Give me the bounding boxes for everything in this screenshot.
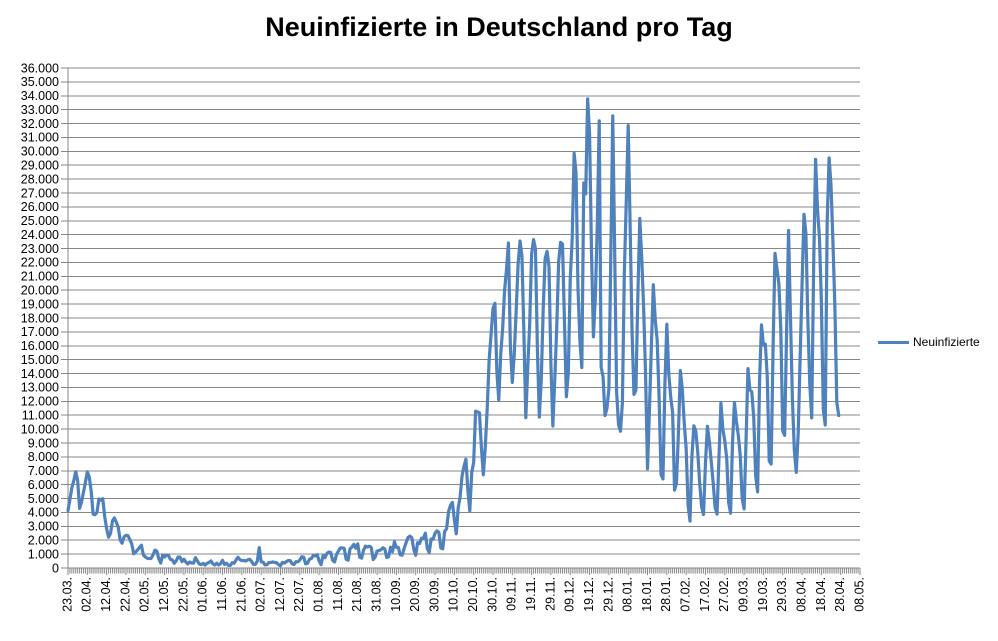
x-tick-label: 12.05.: [157, 577, 171, 612]
x-tick-label: 20.09.: [408, 577, 422, 612]
chart-legend: Neuinfizierte: [878, 334, 980, 350]
y-tick-label: 26.000: [21, 200, 59, 214]
y-tick-label: 7.000: [28, 464, 59, 478]
x-tick-label: 28.01.: [659, 577, 673, 612]
y-tick-label: 14.000: [21, 367, 59, 381]
x-tick-label: 21.06.: [234, 577, 248, 612]
y-tick-label: 0: [52, 561, 59, 575]
y-tick-label: 17.000: [21, 325, 59, 339]
x-tick-label: 28.04.: [833, 577, 847, 612]
x-tick-label: 12.07.: [273, 577, 287, 612]
x-tick-label: 02.05.: [138, 577, 152, 612]
x-tick-label: 09.12.: [563, 577, 577, 612]
x-tick-label: 30.09.: [427, 577, 441, 612]
legend-line-sample: [878, 340, 909, 344]
x-tick-label: 31.08.: [370, 577, 384, 612]
y-tick-label: 33.000: [21, 103, 59, 117]
x-tick-label: 22.05.: [176, 577, 190, 612]
x-tick-label: 29.03.: [775, 577, 789, 612]
x-tick-label: 21.08.: [350, 577, 364, 612]
x-tick-label: 19.11.: [524, 577, 538, 611]
y-tick-label: 13.000: [21, 381, 59, 395]
x-tick-label: 11.06.: [215, 577, 229, 611]
x-tick-label: 10.09.: [389, 577, 403, 612]
y-tick-label: 4.000: [28, 506, 59, 520]
y-tick-label: 35.000: [21, 75, 59, 89]
x-tick-label: 23.03.: [60, 577, 74, 612]
y-tick-label: 11.000: [22, 409, 59, 423]
series-line-neuinfizierte: [66, 97, 841, 568]
x-tick-label: 08.01.: [621, 577, 635, 612]
y-tick-label: 1.000: [28, 547, 59, 561]
x-tick-label: 22.04.: [118, 577, 132, 612]
x-tick-label: 11.08.: [331, 577, 345, 611]
y-tick-label: 32.000: [21, 117, 59, 131]
y-tick-label: 23.000: [21, 242, 59, 256]
x-tick-label: 22.07.: [292, 577, 306, 612]
y-tick-label: 15.000: [21, 353, 59, 367]
x-tick-label: 02.04.: [80, 577, 94, 612]
y-tick-label: 31.000: [21, 131, 59, 145]
x-tick-label: 29.12.: [601, 577, 615, 612]
y-tick-label: 10.000: [21, 422, 59, 436]
y-tick-label: 12.000: [21, 395, 59, 409]
y-tick-label: 5.000: [28, 492, 59, 506]
y-tick-label: 6.000: [28, 478, 59, 492]
x-tick-label: 08.04.: [794, 577, 808, 612]
legend-series-label: Neuinfizierte: [913, 335, 980, 349]
x-tick-label: 17.02.: [698, 577, 712, 612]
x-tick-label: 20.10.: [466, 577, 480, 612]
x-tick-label: 30.10.: [485, 577, 499, 612]
y-tick-label: 3.000: [28, 520, 59, 534]
x-tick-label: 29.11.: [543, 577, 557, 611]
x-tick-label: 12.04.: [99, 577, 113, 612]
x-tick-label: 07.02.: [679, 577, 693, 612]
y-tick-label: 24.000: [21, 228, 59, 242]
chart-title: Neuinfizierte in Deutschland pro Tag: [265, 12, 733, 42]
y-tick-label: 25.000: [21, 214, 59, 228]
y-tick-label: 18.000: [21, 311, 59, 325]
x-tick-label: 01.06.: [196, 577, 210, 612]
x-tick-label: 09.11.: [505, 577, 519, 611]
y-tick-label: 2.000: [28, 534, 59, 548]
y-tick-label: 34.000: [21, 89, 59, 103]
y-tick-label: 27.000: [21, 186, 59, 200]
y-tick-label: 28.000: [21, 172, 59, 186]
x-tick-label: 10.10.: [447, 577, 461, 612]
x-tick-label: 01.08.: [312, 577, 326, 612]
y-tick-label: 30.000: [21, 145, 59, 159]
x-tick-label: 02.07.: [254, 577, 268, 612]
y-tick-label: 8.000: [28, 450, 59, 464]
x-tick-label: 18.04.: [814, 577, 828, 612]
x-tick-label: 27.02.: [717, 577, 731, 612]
y-tick-label: 19.000: [21, 297, 59, 311]
x-tick-label: 19.12.: [582, 577, 596, 612]
x-tick-label: 18.01.: [640, 577, 654, 612]
y-tick-label: 36.000: [21, 61, 59, 75]
y-tick-label: 21.000: [21, 270, 59, 284]
x-tick-label: 19.03.: [756, 577, 770, 612]
y-tick-label: 20.000: [21, 284, 59, 298]
y-tick-label: 16.000: [21, 339, 59, 353]
y-tick-label: 9.000: [28, 436, 59, 450]
x-tick-label: 09.03.: [737, 577, 751, 612]
y-tick-label: 22.000: [21, 256, 59, 270]
y-tick-label: 29.000: [21, 159, 59, 173]
x-tick-label: 08.05.: [852, 577, 866, 612]
